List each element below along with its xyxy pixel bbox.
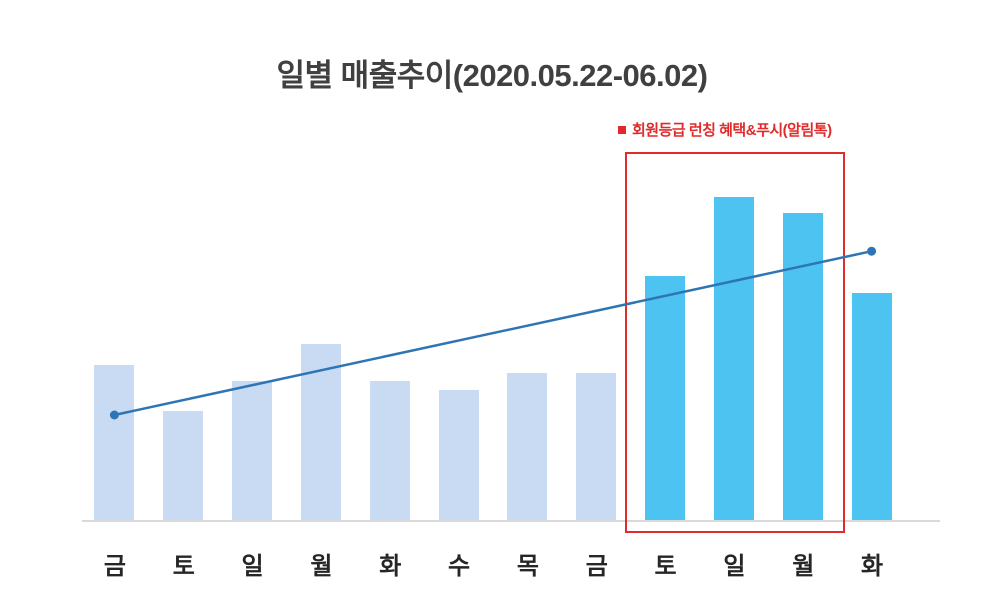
x-label-월-3: 월 [310,553,332,580]
bar-월-3 [300,343,341,520]
bar-화-11 [851,293,892,520]
bar-금-0 [94,364,135,520]
x-label-토-8: 토 [654,553,677,580]
x-label-월-10: 월 [792,553,814,580]
chart-title: 일별 매출추이(2020.05.22-06.02) [276,58,708,93]
x-label-금-7: 금 [585,553,608,580]
bar-화-4 [369,381,410,520]
bar-토-1 [163,410,204,520]
bar-일-2 [232,381,273,520]
legend-square-icon [618,125,626,134]
annotation-label: 회원등급 런칭 혜택&푸시(알림톡) [632,122,832,139]
bar-수-5 [438,389,479,520]
x-axis-line [82,520,940,522]
x-label-목-6: 목 [516,553,539,580]
x-label-금-0: 금 [103,553,126,580]
x-label-화-4: 화 [379,553,401,580]
x-label-토-1: 토 [172,553,195,580]
x-label-일-2: 일 [241,553,264,580]
x-label-일-9: 일 [723,553,745,580]
bar-금-7 [576,373,617,520]
x-label-화-11: 화 [861,553,883,580]
annotation-legend: 회원등급 런칭 혜택&푸시(알림톡) [618,119,832,140]
highlight-box [625,152,845,533]
x-label-수-5: 수 [448,553,470,580]
bar-목-6 [507,373,548,520]
